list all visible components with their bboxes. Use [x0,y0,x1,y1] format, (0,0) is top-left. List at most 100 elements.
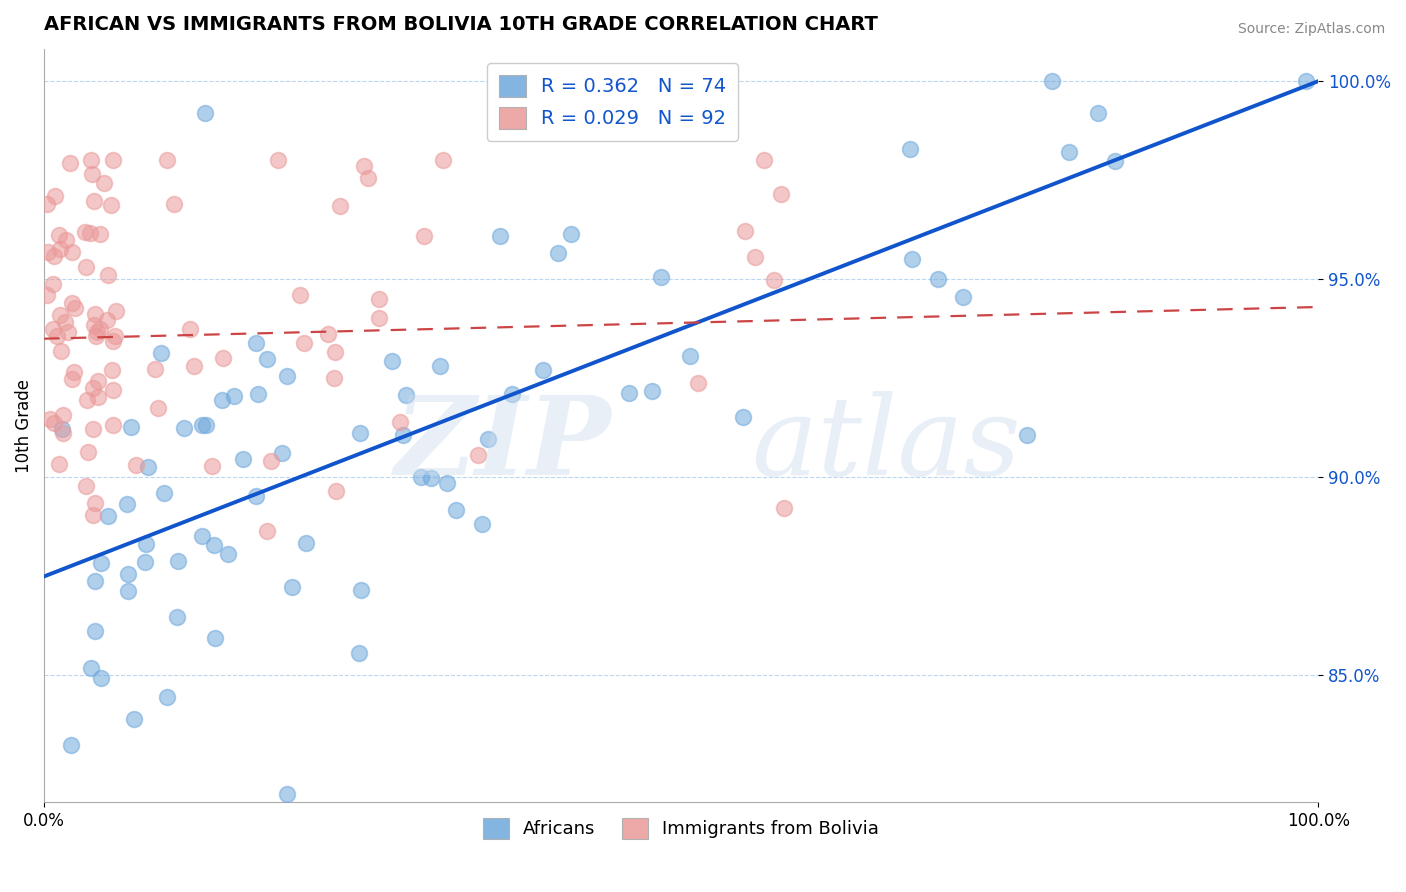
Point [83,574,105,589]
Point [117,567,139,582]
Point [1042,74,1064,88]
Point [353,159,375,173]
Point [531,363,554,377]
Y-axis label: 10th Grade: 10th Grade [15,379,32,473]
Point [256,352,278,367]
Point [89,322,111,336]
Point [135,537,157,551]
Point [42,416,65,430]
Point [51,343,73,358]
Point [391,427,413,442]
Point [212,351,235,365]
Point [367,310,389,325]
Point [134,555,156,569]
Point [82,422,104,436]
Text: ZIP: ZIP [395,391,612,499]
Point [547,245,569,260]
Point [1015,428,1038,442]
Point [952,290,974,304]
Legend: Africans, Immigrants from Bolivia: Africans, Immigrants from Bolivia [477,811,886,846]
Point [641,384,664,398]
Point [156,690,179,705]
Point [35,288,58,302]
Point [124,712,146,726]
Point [65,301,87,315]
Point [59,739,82,753]
Point [75,260,97,275]
Point [84,329,107,343]
Point [560,227,582,241]
Point [1087,106,1109,120]
Point [48,227,70,242]
Text: Source: ZipAtlas.com: Source: ZipAtlas.com [1237,22,1385,37]
Point [357,170,380,185]
Point [202,538,225,552]
Point [125,458,148,473]
Point [256,524,278,538]
Point [770,186,793,201]
Point [1295,74,1317,88]
Point [52,426,75,441]
Point [395,387,418,401]
Point [79,226,101,240]
Point [79,661,101,675]
Point [104,329,127,343]
Point [60,244,83,259]
Point [179,322,201,336]
Point [734,224,756,238]
Point [63,365,86,379]
Point [316,326,339,341]
Point [90,556,112,570]
Point [52,408,75,422]
Point [201,458,224,473]
Point [103,383,125,397]
Point [323,344,346,359]
Point [48,242,70,256]
Point [101,418,124,433]
Point [744,250,766,264]
Point [38,411,60,425]
Point [83,496,105,510]
Point [204,631,226,645]
Point [290,288,312,302]
Point [80,167,103,181]
Point [471,516,494,531]
Point [44,249,66,263]
Point [60,295,83,310]
Point [349,425,371,440]
Point [271,446,294,460]
Point [194,106,217,120]
Point [650,269,672,284]
Point [183,359,205,374]
Point [83,624,105,638]
Point [153,485,176,500]
Point [429,359,451,373]
Point [90,671,112,685]
Point [194,418,217,433]
Point [82,508,104,522]
Point [245,489,267,503]
Point [96,312,118,326]
Point [101,363,124,377]
Point [679,349,702,363]
Point [688,376,710,391]
Point [260,454,283,468]
Point [100,198,122,212]
Text: atlas: atlas [751,391,1021,499]
Point [489,229,512,244]
Point [350,582,373,597]
Point [247,387,270,401]
Point [245,335,267,350]
Point [156,153,179,168]
Point [37,245,59,260]
Point [217,547,239,561]
Point [501,387,523,401]
Point [232,451,254,466]
Point [388,415,411,429]
Point [927,272,949,286]
Point [58,325,80,339]
Point [772,501,794,516]
Point [84,307,107,321]
Point [75,479,97,493]
Point [136,460,159,475]
